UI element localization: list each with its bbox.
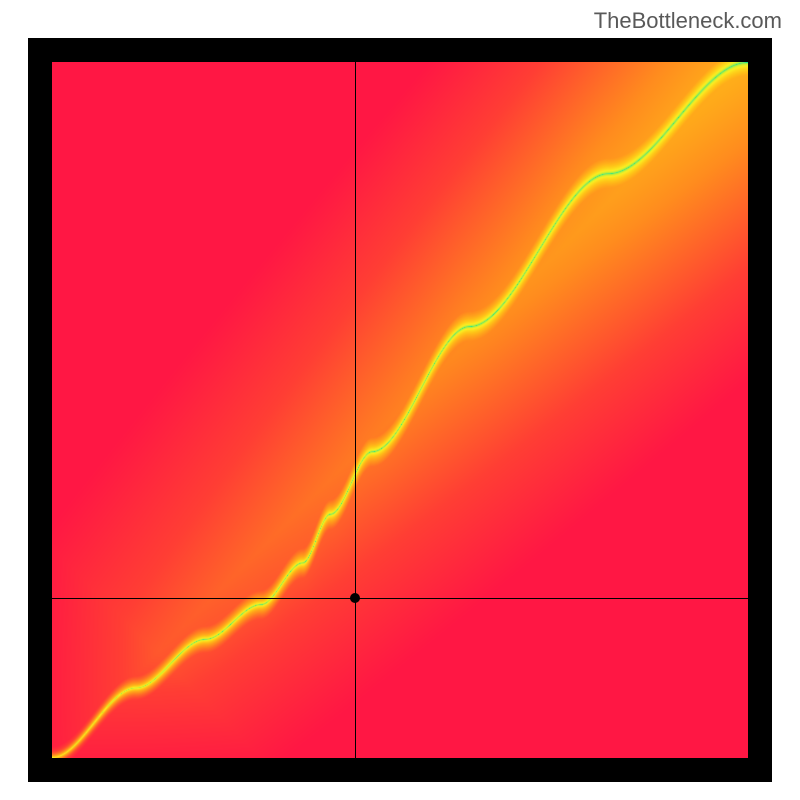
heatmap-canvas <box>52 62 748 758</box>
plot-frame <box>28 38 772 782</box>
plot-area <box>52 62 748 758</box>
crosshair-horizontal <box>52 598 748 599</box>
chart-container: TheBottleneck.com <box>0 0 800 800</box>
crosshair-vertical <box>355 62 356 758</box>
crosshair-marker <box>350 593 360 603</box>
watermark-text: TheBottleneck.com <box>594 8 782 34</box>
